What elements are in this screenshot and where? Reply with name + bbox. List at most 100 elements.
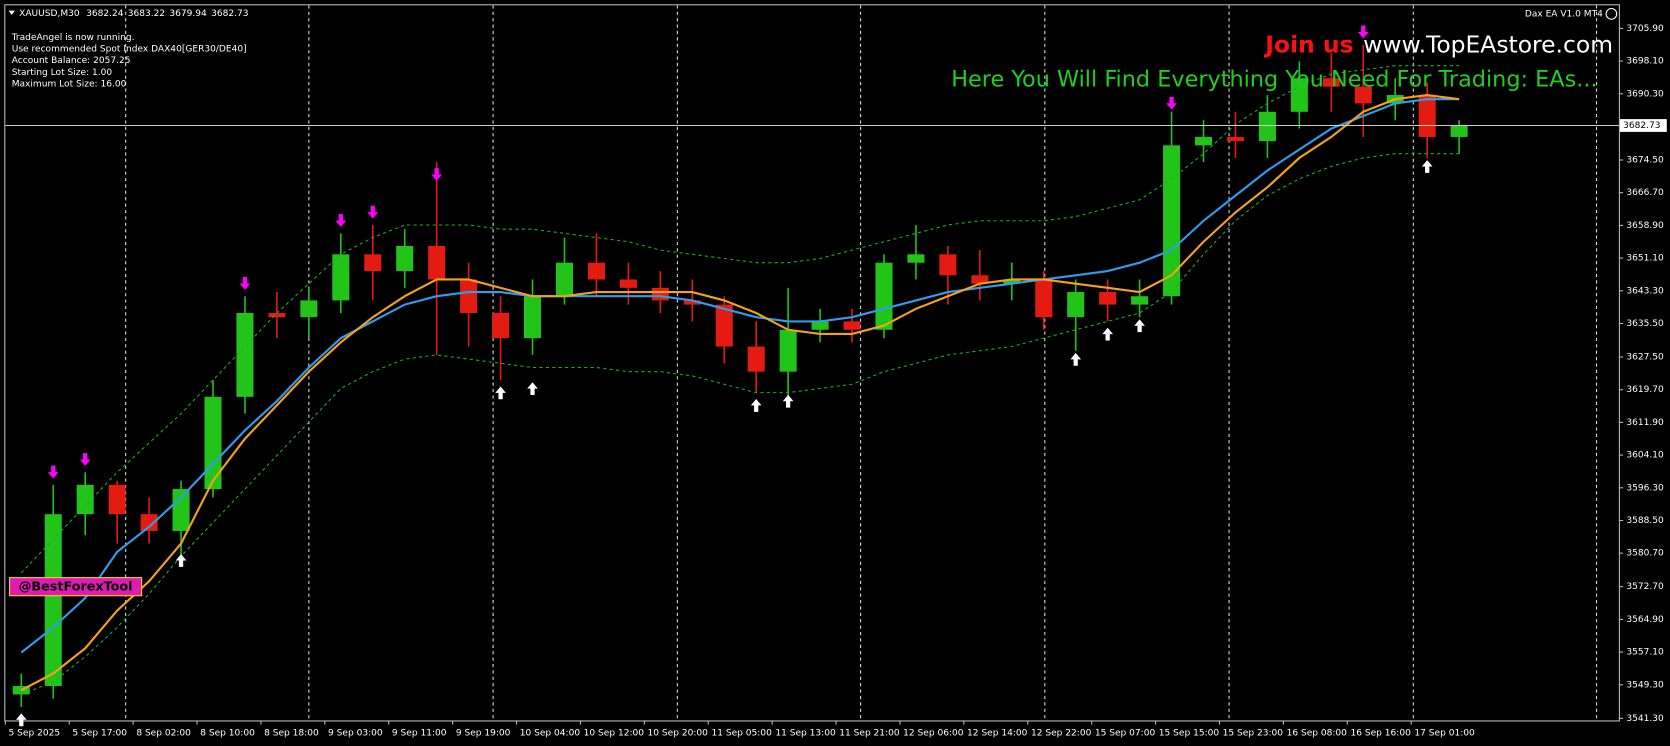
x-tick-label: 12 Sep 14:00 [967,729,1028,739]
sell-arrow [1166,96,1177,110]
current-price-label: 3682.73 [1623,121,1661,131]
x-tick-label: 12 Sep 06:00 [903,729,964,739]
candle-body [683,300,701,305]
candle-body [76,484,94,515]
buy-arrow [1421,160,1433,173]
sell-arrow [47,465,59,479]
candle-body [524,296,542,339]
plot-frame [4,4,1620,722]
y-tick-label: 3690.30 [1626,89,1664,99]
badge[interactable]: @BestForexTool [19,580,133,595]
candle-body [1322,78,1340,87]
separator-lines [125,5,1598,721]
chart-header: XAUUSD,M30 3682.24 3683.22 3679.94 3682.73 [19,8,249,18]
symbol: XAUUSD,M30 [19,8,80,18]
x-tick-label: 10 Sep 04:00 [520,729,581,739]
info-line: Account Balance: 2057.25 [12,56,131,66]
promo-join[interactable]: Join us [1263,30,1353,58]
info-line: Use recommended Spot Index DAX40[GER30/D… [12,45,247,55]
y-tick-label: 3580.70 [1626,549,1664,559]
candle-body [1035,279,1053,318]
candle-body [1226,136,1244,142]
x-tick-label: 9 Sep 11:00 [392,729,447,739]
ea-label: Dax EA V1.0 MT4 [1525,9,1603,19]
candle-body [140,514,158,531]
y-tick-label: 3651.10 [1626,254,1664,264]
sell-arrow [367,205,379,219]
candle-body [907,254,925,263]
candle-body [587,262,605,280]
sell-arrow [1357,25,1369,39]
menu-arrow [8,10,15,15]
y-tick-label: 3635.50 [1626,319,1664,329]
y-tick-label: 3619.70 [1626,385,1664,395]
promo-text: Here You Will Find Everything You Need F… [951,66,1597,92]
candle-body [939,254,957,276]
candle-body [172,489,190,531]
buy-arrow [15,713,27,727]
y-tick-label: 3557.10 [1626,648,1664,658]
buy-arrow [1070,352,1082,366]
promo-site[interactable]: www.TopEAstore.com [1363,30,1613,58]
x-tick-label: 15 Sep 23:00 [1223,729,1284,739]
candle-body [779,329,797,372]
plot: 3705.90 3698.10 3690.30 3674.50 3666.70 3658.… [4,24,1667,739]
x-tick-label: 11 Sep 05:00 [711,729,772,739]
candle-body [1194,136,1213,146]
candle-body [1003,279,1021,284]
y-tick-label: 3604.10 [1626,451,1664,461]
sell-arrow [79,453,91,466]
y-tick-label: 3698.10 [1626,57,1664,67]
x-tick-label: 15 Sep 15:00 [1159,729,1220,739]
x-tick-label: 10 Sep 20:00 [648,729,709,739]
y-tick-label: 3643.30 [1626,286,1664,296]
x-tick-label: 10 Sep 12:00 [584,729,645,739]
y-tick-label: 3658.90 [1626,221,1664,231]
x-tick-label: 12 Sep 22:00 [1031,729,1092,739]
x-tick-label: 9 Sep 19:00 [456,729,511,739]
buy-arrow [495,386,506,400]
x-tick-label: 5 Sep 2025 [9,729,61,739]
indicator-line [20,93,1460,692]
badge-box [9,577,143,597]
candle-body [492,312,510,339]
ea-smiley[interactable] [1605,7,1618,20]
open-price: 3682.24 [86,8,124,18]
y-tick-label: 3596.30 [1626,483,1664,493]
y-tick-label: 3674.50 [1626,155,1664,165]
candle-body [1290,78,1308,112]
candle-body [1450,125,1468,137]
candle-body [1354,86,1372,104]
y-tick-label: 3611.90 [1626,418,1664,428]
indicator-line [21,153,1460,695]
candle-body [1163,145,1181,297]
candle-body [204,396,222,490]
candle-body [651,287,669,301]
candle-body [1067,292,1085,318]
y-tick-label: 3666.70 [1626,188,1664,198]
sell-arrow [239,277,251,290]
x-tick-label: 8 Sep 02:00 [136,729,191,739]
candle-body [44,514,62,687]
sell-arrow [335,214,347,227]
x-tick-label: 8 Sep 18:00 [264,729,319,739]
candle-body [1258,111,1276,142]
indicator-line [20,98,1460,654]
candle-body [747,346,765,372]
candle-body [428,245,446,280]
candle-body [460,279,478,313]
candle-body [1099,292,1117,305]
y-tick-label: 3627.50 [1626,353,1664,363]
indicator-line [20,65,1460,574]
close-price: 3682.73 [211,8,249,18]
candle-body [843,321,861,330]
x-tick-label: 8 Sep 10:00 [200,729,255,739]
x-tick-label: 16 Sep 08:00 [1287,729,1348,739]
candle-body [715,304,733,347]
candle-body [1131,296,1149,305]
candle-body [619,279,637,288]
info-line: TradeAngel is now running. [11,33,135,43]
